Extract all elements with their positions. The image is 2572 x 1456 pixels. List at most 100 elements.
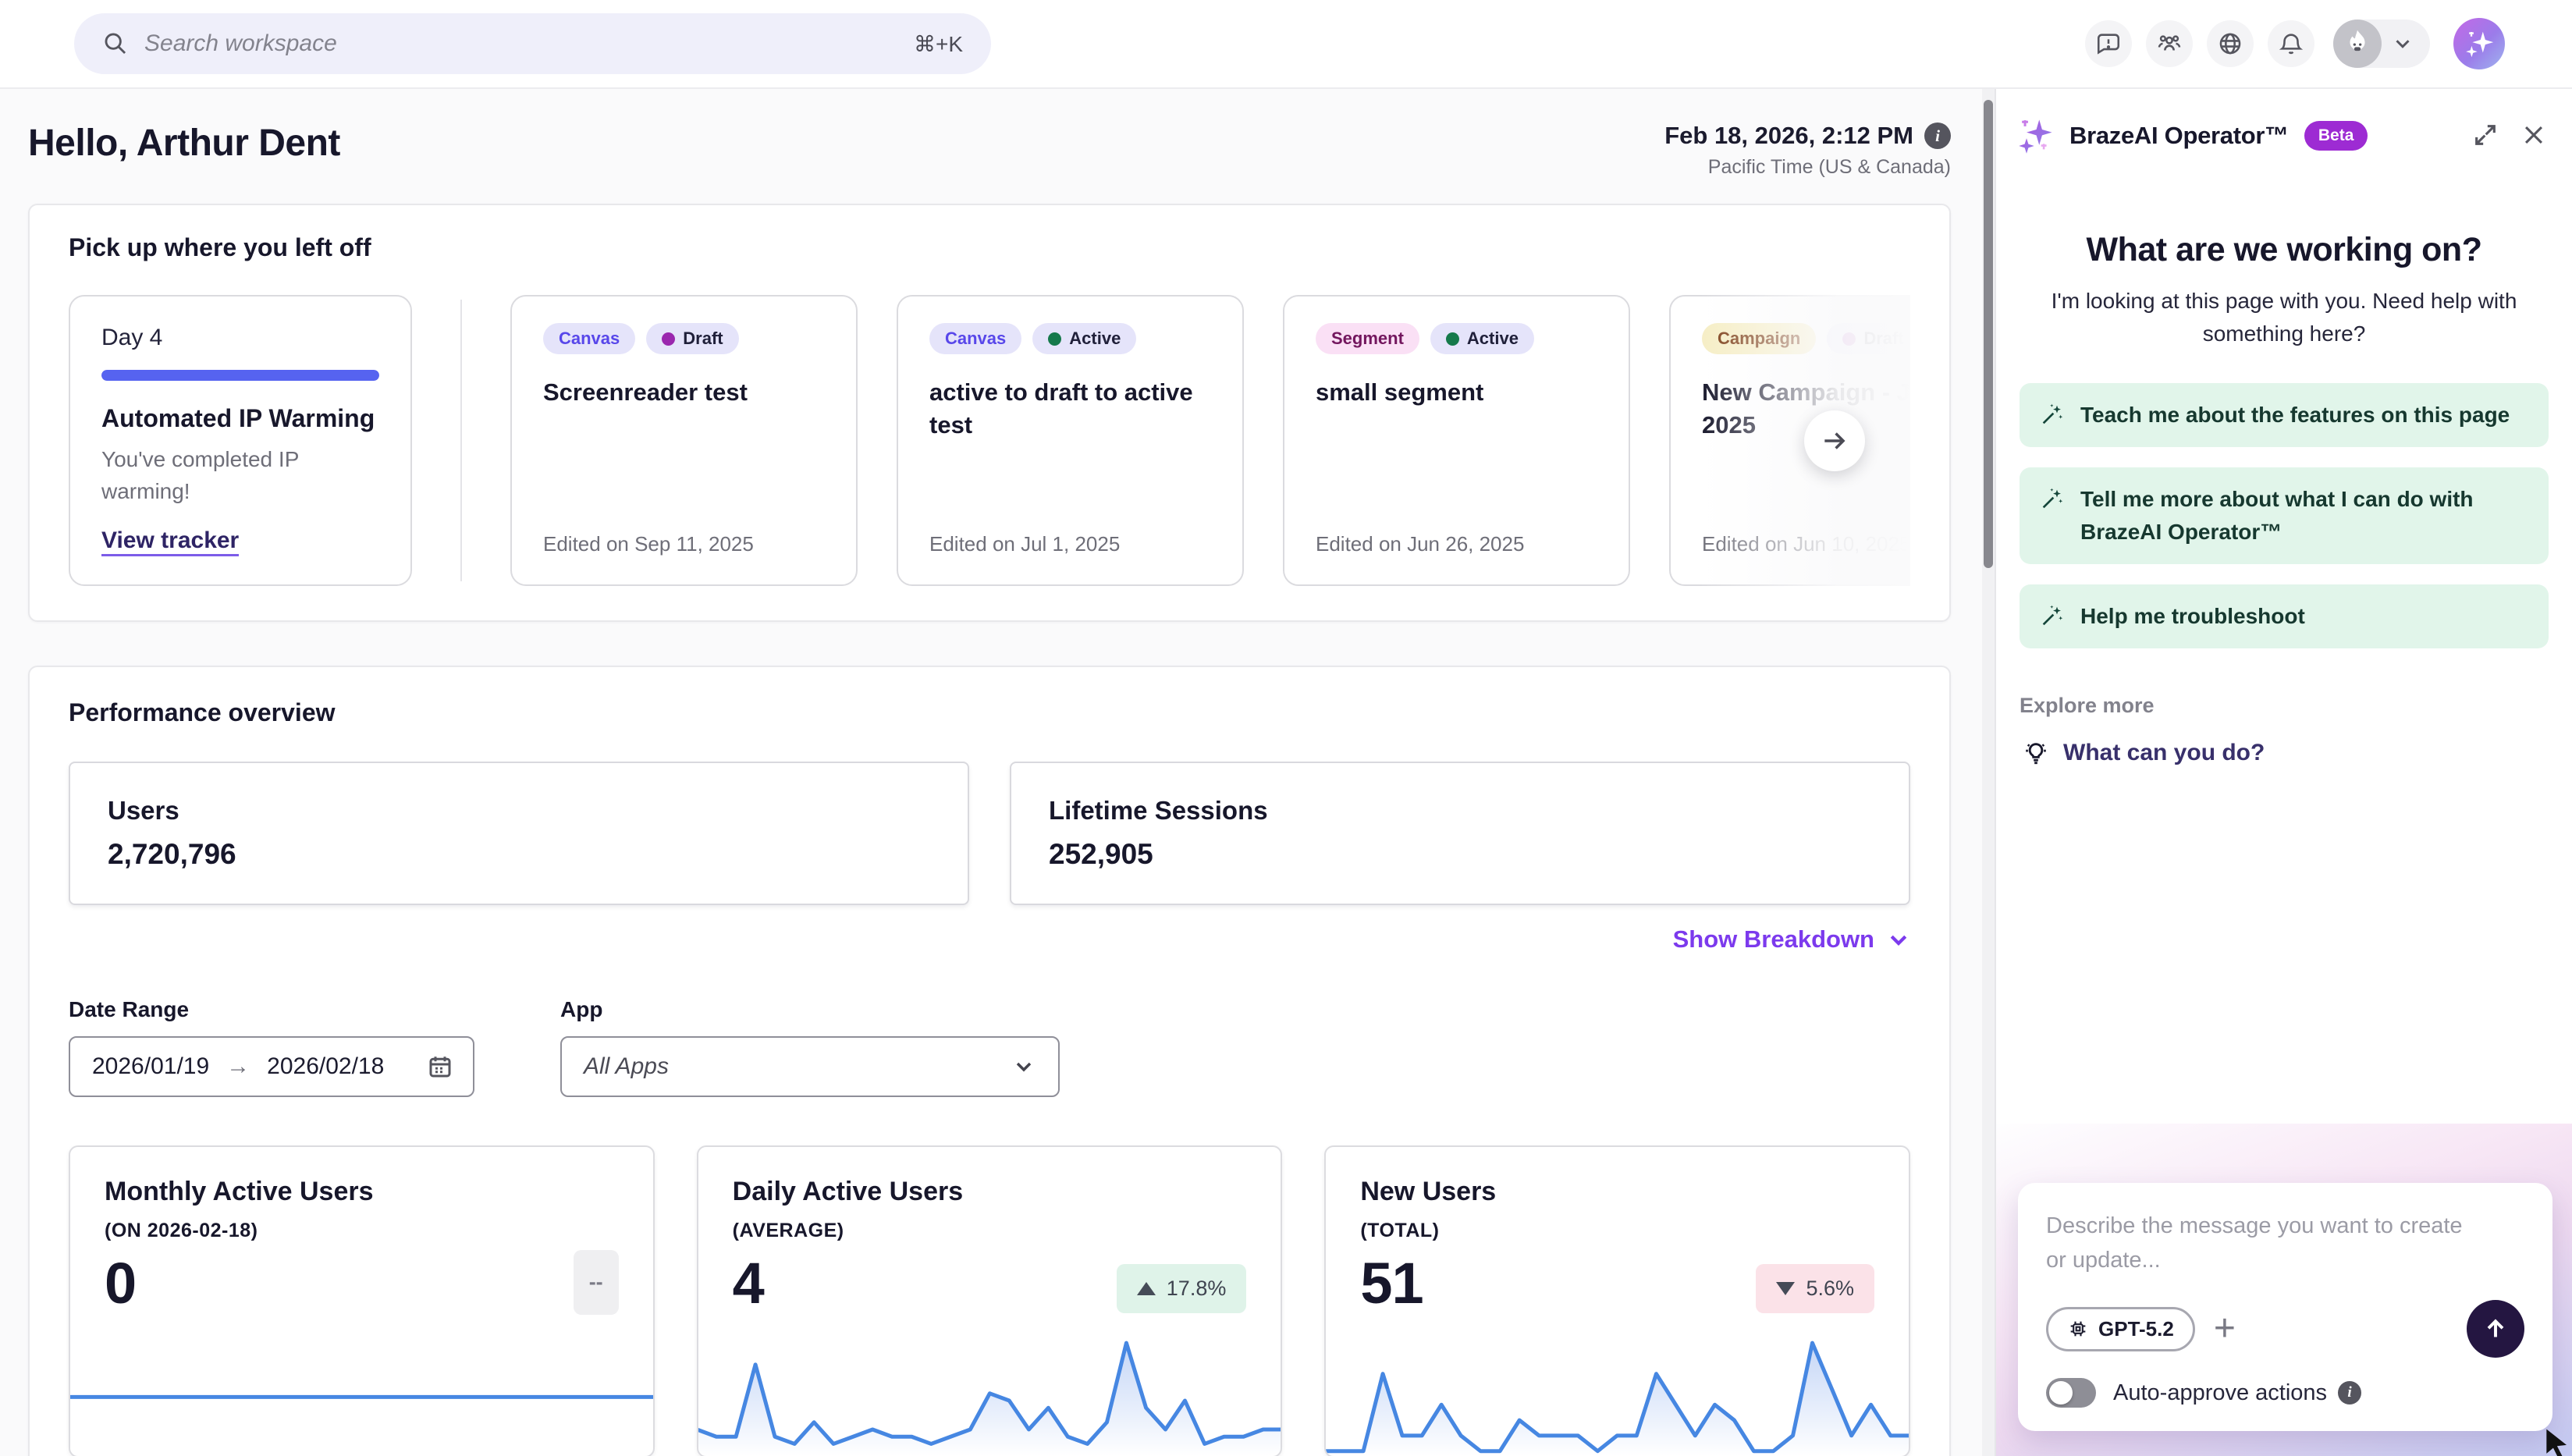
pickup-card-screenreader-test[interactable]: Canvas Draft Screenreader test Edited on…	[510, 295, 858, 587]
card-edited-date: Edited on Jul 1, 2025	[929, 532, 1121, 556]
panel-heading: What are we working on?	[2086, 231, 2482, 268]
globe-button[interactable]	[2207, 20, 2254, 67]
stat-card-users[interactable]: Users 2,720,796	[69, 762, 969, 906]
stat-card-lifetime-sessions[interactable]: Lifetime Sessions 252,905	[1010, 762, 1910, 906]
topbar: Search workspace ⌘+K	[0, 0, 2572, 89]
carousel-next-button[interactable]	[1804, 410, 1865, 471]
chevron-down-icon	[2396, 40, 2410, 48]
type-badge: Segment	[1316, 323, 1419, 354]
app-filter: App All Apps	[560, 997, 1060, 1098]
ip-warming-card[interactable]: Day 4 Automated IP Warming You've comple…	[69, 295, 412, 587]
date-range-label: Date Range	[69, 997, 190, 1022]
avatar	[2333, 20, 2382, 68]
model-selector[interactable]: GPT-5.2	[2046, 1306, 2195, 1351]
show-breakdown-link[interactable]: Show Breakdown	[1673, 925, 1910, 954]
stat-value: 252,905	[1049, 838, 1153, 871]
send-button[interactable]	[2467, 1300, 2524, 1358]
pickup-card-active-to-draft[interactable]: Canvas Active active to draft to active …	[897, 295, 1244, 587]
panel-subheading: I'm looking at this page with you. Need …	[2051, 289, 2517, 346]
what-can-you-do-link[interactable]: What can you do?	[2023, 740, 2549, 766]
notifications-button[interactable]	[2268, 20, 2314, 67]
stat-label: Lifetime Sessions	[1049, 796, 1268, 826]
page-greeting: Hello, Arthur Dent	[28, 123, 340, 164]
pickup-card-new-campaign[interactable]: Campaign Draft New Campaign - June 1 202…	[1669, 295, 1910, 587]
lightbulb-icon	[2026, 743, 2046, 765]
feedback-icon	[2097, 34, 2120, 55]
info-icon[interactable]: i	[2338, 1381, 2362, 1405]
suggestion-list: Teach me about the features on this page…	[2020, 383, 2549, 648]
metric-card-monthly-active-users[interactable]: Monthly Active Users (ON 2026-02-18) 0 -…	[69, 1145, 655, 1456]
progress-fill	[101, 370, 379, 381]
performance-section: Performance overview Users 2,720,796 Lif…	[28, 666, 1951, 1456]
chevron-down-icon	[1016, 1062, 1032, 1072]
view-tracker-link[interactable]: View tracker	[101, 527, 240, 557]
pickup-title: Pick up where you left off	[69, 233, 371, 261]
tracker-title: Automated IP Warming	[101, 404, 375, 432]
metric-value: 51	[1360, 1251, 1423, 1316]
tracker-subtitle: You've completed IP warming!	[101, 447, 299, 503]
model-name: GPT-5.2	[2098, 1316, 2174, 1341]
account-menu[interactable]	[2333, 20, 2430, 68]
greeting-row: Hello, Arthur Dent Feb 18, 2026, 2:12 PM…	[28, 117, 1951, 179]
arrow-right-icon	[1824, 431, 1846, 449]
expand-icon	[2475, 124, 2496, 145]
brazeai-operator-panel: BrazeAI Operator™ Beta What are we	[1995, 89, 2572, 1456]
app-select-value: All Apps	[584, 1053, 669, 1080]
timezone-label: Pacific Time (US & Canada)	[1707, 156, 1951, 178]
date-block: Feb 18, 2026, 2:12 PM i Pacific Time (US…	[1664, 122, 1951, 179]
suggestion-teach-me[interactable]: Teach me about the features on this page	[2020, 383, 2549, 447]
sparkle-icon	[2466, 31, 2494, 58]
close-icon	[2524, 126, 2543, 144]
pickup-card-small-segment[interactable]: Segment Active small segment Edited on J…	[1283, 295, 1630, 587]
divider	[460, 300, 462, 582]
main-content: Hello, Arthur Dent Feb 18, 2026, 2:12 PM…	[0, 89, 1982, 1456]
card-title: active to draft to active test	[929, 378, 1193, 439]
status-dot-icon	[662, 332, 676, 346]
search-input[interactable]: Search workspace ⌘+K	[74, 13, 991, 74]
main-scrollbar[interactable]	[1982, 89, 1995, 1456]
scrollbar-thumb[interactable]	[1984, 100, 1993, 568]
auto-approve-toggle[interactable]	[2046, 1378, 2096, 1408]
metric-subtitle: (TOTAL)	[1360, 1220, 1440, 1242]
globe-icon	[2219, 33, 2241, 55]
date-start: 2026/01/19	[92, 1053, 210, 1080]
panel-header: BrazeAI Operator™ Beta	[1996, 89, 2572, 156]
brazeai-sparkles-icon	[2019, 119, 2052, 154]
feedback-button[interactable]	[2085, 20, 2132, 67]
brazeai-avatar-button[interactable]	[2453, 18, 2505, 69]
card-title: Screenreader test	[543, 378, 748, 406]
expand-panel-button[interactable]	[2471, 121, 2500, 151]
sparkline-chart	[698, 1325, 1281, 1456]
people-button[interactable]	[2146, 20, 2193, 67]
suggestion-tell-me-more[interactable]: Tell me more about what I can do with Br…	[2020, 467, 2549, 564]
add-attachment-button[interactable]: +	[2213, 1308, 2236, 1349]
flame-mascot-icon	[2350, 30, 2365, 51]
card-edited-date: Edited on Jun 10, 2025	[1702, 532, 1910, 556]
status-badge: Active	[1032, 323, 1137, 354]
metric-title: Daily Active Users	[732, 1177, 964, 1207]
metric-value: 0	[105, 1251, 137, 1316]
app-select[interactable]: All Apps	[560, 1036, 1060, 1098]
delta-badge: 17.8%	[1116, 1264, 1247, 1314]
card-title: small segment	[1316, 378, 1484, 406]
metric-card-daily-active-users[interactable]: Daily Active Users (AVERAGE) 4 17.8%	[696, 1145, 1283, 1456]
topbar-icons	[2085, 18, 2505, 69]
status-badge: Draft	[1827, 323, 1910, 354]
suggestion-help-troubleshoot[interactable]: Help me troubleshoot	[2020, 584, 2549, 648]
search-icon	[105, 33, 126, 55]
timezone-info-icon[interactable]: i	[1924, 123, 1951, 149]
body-row: Hello, Arthur Dent Feb 18, 2026, 2:12 PM…	[0, 89, 2572, 1456]
chip-icon	[2070, 1321, 2086, 1337]
status-dot-icon	[1842, 332, 1856, 346]
app-label: App	[560, 997, 603, 1022]
auto-approve-label: Auto-approve actions	[2113, 1380, 2328, 1405]
type-badge: Canvas	[929, 323, 1022, 354]
card-edited-date: Edited on Sep 11, 2025	[543, 532, 754, 556]
metric-card-new-users[interactable]: New Users (TOTAL) 51 5.6%	[1324, 1145, 1911, 1456]
close-panel-button[interactable]	[2519, 121, 2549, 151]
panel-title: BrazeAI Operator™	[2069, 122, 2289, 149]
date-range-input[interactable]: 2026/01/19 → 2026/02/18	[69, 1036, 474, 1098]
composer-input[interactable]: Describe the message you want to create …	[2046, 1213, 2463, 1273]
metric-value: 4	[732, 1251, 765, 1316]
